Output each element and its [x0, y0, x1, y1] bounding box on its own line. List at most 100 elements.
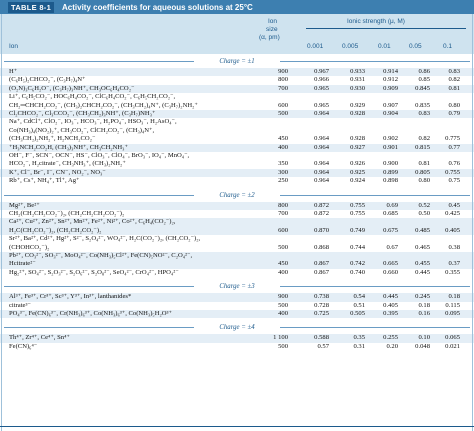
coefficient-cell: 0.900	[383, 160, 398, 168]
table-title: Activity coefficients for aqueous soluti…	[62, 3, 253, 12]
coefficient-cell: 0.872	[314, 201, 329, 209]
coefficient-cell: 0.86	[418, 68, 430, 75]
ion-cell: citrate³⁻	[9, 301, 31, 309]
coefficient-cell: 0.725	[314, 310, 329, 317]
table-row: ⁺H₃NCH₂CO₂H, (CH₃)₃NH⁺, CH₃CH₂NH₃⁺ 400 0.9…	[0, 143, 474, 152]
coefficient-cell: 0.931	[350, 76, 365, 84]
coefficient-cell: 0.898	[383, 177, 398, 185]
ion-cell: Th⁴⁺, Zr⁴⁺, Ce⁴⁺, Sn⁴⁺	[9, 334, 70, 342]
size-cell: 500	[278, 301, 288, 309]
header-strength-3: 0.05	[409, 43, 422, 50]
coefficient-cell: 0.81	[448, 84, 460, 92]
charge-heading: Charge = ±4	[0, 322, 474, 333]
coefficient-cell: 0.902	[383, 135, 398, 143]
size-cell: 400	[278, 310, 288, 317]
ion-cell: Fe(CN)₆⁴⁻	[9, 342, 38, 350]
coefficient-cell: 0.51	[353, 301, 365, 309]
table-row: Ca²⁺, Cu²⁺, Zn²⁺, Sn²⁺, Mn²⁺, Fe²⁺, Ni²⁺…	[0, 218, 474, 227]
coefficient-cell: 0.405	[383, 301, 398, 309]
charge-label: Charge = ±1	[215, 58, 259, 65]
charge-heading: Charge = ±2	[0, 190, 474, 201]
table-row: Cl₂CHCO₂⁻, Cl₃CCO₂⁻, (CH₃CH₂)₃NH⁺, (C₃H₇…	[0, 110, 474, 119]
ion-cell: Ca²⁺, Cu²⁺, Zn²⁺, Sn²⁺, Mn²⁺, Fe²⁺, Ni²⁺…	[9, 218, 176, 226]
header-ion: Ion	[9, 43, 19, 50]
table-row: Hcitrate²⁻ 450 0.867 0.742 0.665 0.455 0.37	[0, 260, 474, 269]
table-row: H⁺ 900 0.967 0.933 0.914 0.86 0.83	[0, 68, 474, 77]
size-cell: 500	[278, 110, 288, 117]
coefficient-cell: 0.965	[314, 84, 329, 92]
coefficient-cell: 0.909	[383, 84, 398, 92]
table-row: Rb⁺, Cs⁺, NH₄⁺, Tl⁺, Ag⁺ 250 0.964 0.924 0.8…	[0, 177, 474, 185]
coefficient-cell: 0.901	[383, 143, 398, 151]
coefficient-cell: 0.933	[350, 68, 365, 75]
coefficient-cell: 0.740	[350, 268, 365, 276]
ion-cell: (CH₃CH₂)₂NH₂⁺, H₂NCH₂CO₂⁻	[9, 135, 96, 143]
coefficient-cell: 0.872	[314, 210, 329, 217]
coefficient-cell: 0.815	[415, 143, 430, 151]
coefficient-cell: 0.485	[415, 226, 430, 234]
ion-cell: OH⁻, F⁻, SCN⁻, OCN⁻, HS⁻, ClO₃⁻, ClO₄⁻, …	[9, 152, 190, 159]
ion-cell: Pb²⁺, CO₃²⁻, SO₃²⁻, MoO₄²⁻, Co(NH₃)₅Cl²⁺…	[9, 252, 193, 259]
coefficient-cell: 0.907	[383, 101, 398, 109]
header-size-3: (α, pm)	[259, 34, 280, 41]
coefficient-cell: 0.81	[418, 160, 430, 168]
coefficient-cell: 0.660	[383, 268, 398, 276]
coefficient-cell: 0.904	[383, 110, 398, 117]
coefficient-cell: 0.867	[314, 260, 329, 268]
size-cell: 600	[278, 101, 288, 109]
coefficient-cell: 0.82	[418, 135, 430, 143]
coefficient-cell: 0.80	[418, 177, 430, 185]
charge-heading: Charge = ±3	[0, 281, 474, 292]
ion-cell: Co(NH₃)₄(NO₂)₂⁺, CH₃CO₂⁻, ClCH₂CO₂⁻, (CH…	[9, 126, 155, 134]
coefficient-cell: 0.870	[314, 226, 329, 234]
coefficient-cell: 0.964	[314, 110, 329, 117]
charge-label: Charge = ±4	[215, 324, 259, 332]
coefficient-cell: 0.10	[418, 334, 430, 342]
table-row: PO₄³⁻, Fe(CN)₆³⁻, Cr(NH₃)₆³⁺, Co(NH₃)₆³⁺…	[0, 310, 474, 319]
table-row: Al³⁺, Fe³⁺, Cr³⁺, Sc³⁺, Y³⁺, In³⁺, lanth…	[0, 293, 474, 302]
ion-cell: Cl₂CHCO₂⁻, Cl₃CCO₂⁻, (CH₃CH₂)₃NH⁺, (C₃H₇…	[9, 110, 156, 117]
coefficient-cell: 0.965	[314, 101, 329, 109]
coefficient-cell: 0.867	[314, 268, 329, 276]
header-ionic-strength: Ionic strength (μ, M)	[347, 18, 405, 25]
coefficient-cell: 0.749	[350, 226, 365, 234]
table-row: K⁺, Cl⁻, Br⁻, I⁻, CN⁻, NO₂⁻, NO₃⁻ 300 0.96…	[0, 168, 474, 178]
size-cell: 400	[278, 268, 288, 276]
coefficient-cell: 0.80	[448, 101, 460, 109]
table-row: H₂C(CH₂CO₂⁻)₂, (CH₂CH₂CO₂⁻)₂ 600 0.870 0.74…	[0, 226, 474, 236]
header-strength-1: 0.005	[342, 43, 359, 50]
coefficient-cell: 0.67	[386, 243, 398, 251]
coefficient-cell: 0.966	[314, 76, 329, 84]
size-cell: 400	[278, 143, 288, 151]
header-size-2: size	[266, 26, 278, 33]
coefficient-cell: 0.18	[418, 301, 430, 309]
coefficient-cell: 0.929	[350, 101, 365, 109]
coefficient-cell: 0.455	[415, 260, 430, 268]
coefficient-cell: 0.20	[386, 342, 398, 350]
coefficient-cell: 0.964	[314, 160, 329, 168]
coefficient-cell: 0.83	[418, 110, 430, 117]
coefficient-cell: 0.76	[448, 160, 460, 168]
table-row: HCO₂⁻, H₂citrate⁻, CH₃NH₃⁺, (CH₃)₂NH₂⁺ 35…	[0, 160, 474, 168]
coefficient-cell: 0.899	[383, 168, 398, 176]
coefficient-cell: 0.37	[448, 260, 460, 268]
size-cell: 900	[278, 293, 288, 301]
coefficient-cell: 0.065	[445, 334, 460, 342]
table-row: (CH₃CH₂)₂NH₂⁺, H₂NCH₂CO₂⁻ 450 0.964 0.928 0.…	[0, 135, 474, 143]
size-cell: 250	[278, 177, 288, 185]
table-row: Na⁺, CdCl⁺, ClO₂⁻, IO₃⁻, HCO₃⁻, H₂PO₄⁻, …	[0, 118, 474, 126]
table-row: Fe(CN)₆⁴⁻ 500 0.57 0.31 0.20 0.048 0.021	[0, 343, 474, 351]
coefficient-cell: 0.395	[383, 310, 398, 317]
coefficient-cell: 0.35	[353, 334, 365, 342]
coefficient-cell: 0.835	[415, 101, 430, 109]
coefficient-cell: 0.964	[314, 168, 329, 176]
size-cell: 1 100	[273, 334, 288, 342]
coefficient-cell: 0.85	[418, 76, 430, 84]
table-row: Li⁺, C₆H₅CO₂⁻, HOC₆H₄CO₂⁻, ClC₆H₄CO₂⁻, C…	[0, 93, 474, 101]
table-row: Co(NH₃)₄(NO₂)₂⁺, CH₃CO₂⁻, ClCH₂CO₂⁻, (CH…	[0, 127, 474, 135]
coefficient-cell: 0.445	[383, 293, 398, 301]
coefficient-cell: 0.868	[314, 243, 329, 251]
size-cell: 700	[278, 84, 288, 92]
coefficient-cell: 0.83	[448, 68, 460, 75]
header-size-1: Ion	[268, 18, 278, 25]
